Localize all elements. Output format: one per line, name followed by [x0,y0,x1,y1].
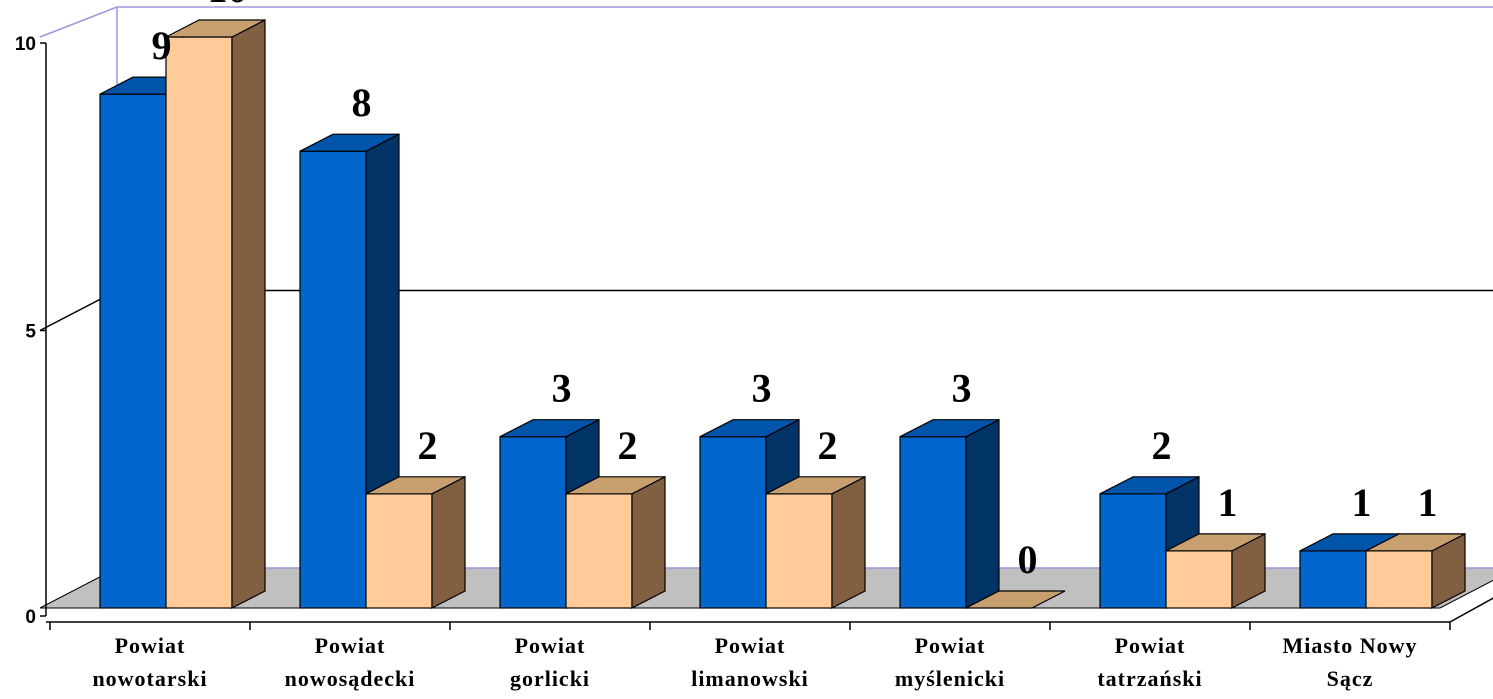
bar [965,590,1066,609]
axes: 0510PowiatnowotarskiPowiatnowosądeckiPow… [15,34,1493,691]
bar-front [1299,550,1367,609]
bar-front [699,436,767,609]
category-label: Sącz [1327,666,1374,691]
y-tick-label: 0 [25,607,36,628]
data-label: 1 [1218,480,1238,525]
data-label: 10 [208,0,248,11]
bar-front [565,493,633,609]
data-labels: 9 10 8 2 3 2 3 2 3 0 2 1 1 1 [152,0,1438,582]
category-label: nowotarski [92,666,207,691]
y-tick-label: 5 [25,322,36,343]
bar-front [499,436,567,609]
bars [99,19,1466,609]
data-label: 3 [552,366,572,411]
data-label: 9 [152,23,172,68]
category-label: Powiat [315,633,386,658]
bar-side [831,475,866,609]
bar-top [699,419,800,438]
data-label: 0 [1018,537,1038,582]
bar-front [899,436,967,609]
y-tick-label: 10 [15,34,36,55]
bar [1365,532,1466,609]
bar-front [1099,493,1167,609]
data-label: 2 [418,423,438,468]
bar-top [365,476,466,495]
data-label: 1 [1418,480,1438,525]
bar-front [1165,550,1233,609]
bar-front [165,36,233,609]
category-label: myślenicki [895,666,1005,691]
bar-top [965,590,1066,609]
bar [899,418,1000,609]
bar-front [1365,550,1433,609]
gridline-side-1 [39,6,118,38]
category-label: tatrzański [1097,666,1202,691]
data-label: 2 [818,423,838,468]
data-label: 3 [952,366,972,411]
bar-side [965,418,1000,609]
bar-top [499,419,600,438]
data-label: 1 [1352,480,1372,525]
data-label: 2 [1152,423,1172,468]
bar-front [99,93,167,609]
bar-top [1365,533,1466,552]
bar-top [765,476,866,495]
bar-top [899,419,1000,438]
category-label: Powiat [715,633,786,658]
category-label: Miasto Nowy [1282,633,1417,658]
category-label: Powiat [915,633,986,658]
bar-top [1099,476,1200,495]
category-label: Powiat [115,633,186,658]
bar [1165,532,1266,609]
bar-front [765,493,833,609]
bar-side [231,19,266,609]
category-label: Powiat [515,633,586,658]
category-label: limanowski [691,666,809,691]
category-label: Powiat [1115,633,1186,658]
bar-top [565,476,666,495]
category-label: nowosądecki [285,666,416,691]
data-label: 3 [752,366,772,411]
data-label: 8 [352,80,372,125]
bar-top [165,19,266,38]
bar-side [631,475,666,609]
bar-front [299,150,367,609]
bar [165,19,266,609]
bar [765,475,866,609]
category-label: gorlicki [510,666,590,691]
bar-side [431,475,466,609]
bar [365,475,466,609]
bar-front [365,493,433,609]
data-label: 2 [618,423,638,468]
x-axis-depth-line [1449,597,1493,623]
bar-top [1165,533,1266,552]
bar-top [299,133,400,152]
bar [565,475,666,609]
